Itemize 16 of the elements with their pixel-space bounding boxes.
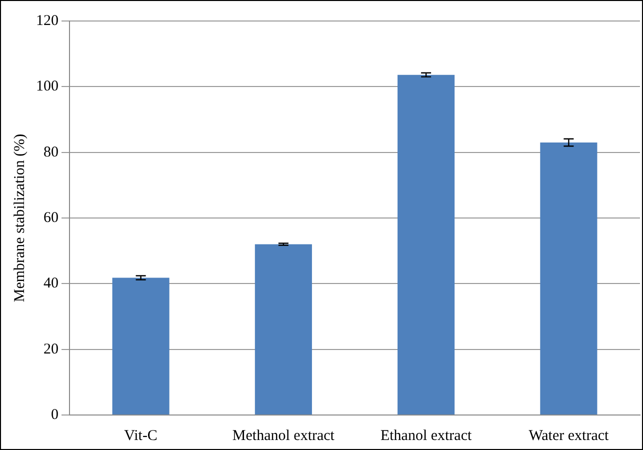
y-tick-label: 120	[36, 12, 58, 29]
bar	[540, 142, 598, 414]
y-tick-label: 80	[44, 144, 58, 160]
y-axis-title: Membrane stabilization (%)	[12, 134, 28, 302]
y-tick-label: 100	[36, 78, 58, 95]
y-tick-label: 20	[44, 341, 58, 358]
bar	[254, 244, 312, 414]
y-tick-label: 40	[44, 276, 58, 292]
x-tick-label: Methanol extract	[232, 428, 336, 444]
y-tick-label: 60	[44, 210, 58, 226]
bar	[112, 278, 170, 414]
x-tick-label: Water extract	[528, 428, 610, 444]
bar	[398, 74, 455, 414]
y-tick-label: 0	[51, 406, 58, 423]
x-tick-label: Ethanol extract	[380, 428, 472, 444]
x-tick-label: Vit-C	[124, 428, 158, 444]
